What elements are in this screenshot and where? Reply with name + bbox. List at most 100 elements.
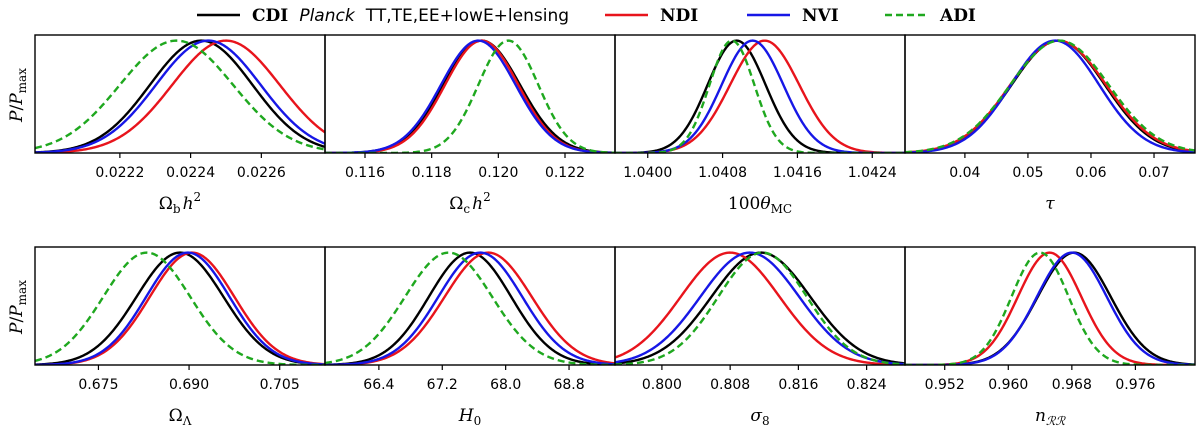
curve-nvi bbox=[325, 39, 615, 153]
curves bbox=[615, 39, 905, 153]
curve-adi bbox=[325, 39, 615, 153]
panel-frame bbox=[904, 246, 1196, 366]
panel-frame bbox=[324, 34, 616, 154]
x-axis-label: τ bbox=[1045, 194, 1055, 214]
x-tick-label: 1.0408 bbox=[698, 165, 747, 181]
curves bbox=[35, 251, 325, 365]
panel-theta_MC: 1.0400 1.0408 1.0416 1.0424 100θMC bbox=[614, 34, 906, 216]
x-axis-label: Ωb h2 bbox=[159, 190, 201, 216]
x-tick-label: 0.808 bbox=[710, 377, 750, 393]
curve-cdi bbox=[905, 251, 1195, 365]
curve-adi bbox=[615, 39, 905, 153]
curve-adi bbox=[325, 251, 615, 365]
panel-H0: 66.4 67.2 68.0 68.8 H0 bbox=[324, 246, 616, 428]
panel-sigma8: 0.800 0.808 0.816 0.824 σ8 bbox=[614, 246, 906, 428]
curve-ndi bbox=[35, 251, 325, 365]
curve-nvi bbox=[325, 251, 615, 365]
x-tick-label: 0.06 bbox=[1075, 165, 1106, 181]
x-tick-label: 0.960 bbox=[988, 377, 1028, 393]
panel-frame bbox=[34, 246, 326, 366]
curves bbox=[35, 39, 325, 153]
curve-ndi bbox=[615, 251, 905, 365]
panels: 0.0222 0.0224 0.0226 Ωb h2 0.116 0.118 0.120 0.1… bbox=[34, 34, 1196, 428]
curve-nvi bbox=[35, 251, 325, 365]
y-axis-label-bottom: P/Pmax bbox=[7, 280, 29, 335]
x-axis-label: nℛℛ bbox=[1035, 406, 1067, 428]
x-axis-label: H0 bbox=[458, 406, 481, 428]
panel-frame bbox=[614, 246, 906, 366]
x-tick-label: 1.0400 bbox=[623, 165, 672, 181]
legend: CDI Planck TT,TE,EE+lowE+lensing NDI NVI… bbox=[197, 6, 976, 26]
curve-nvi bbox=[615, 39, 905, 153]
x-axis-label: ΩΛ bbox=[169, 406, 192, 428]
x-tick-label: 0.800 bbox=[642, 377, 682, 393]
panel-frame bbox=[904, 34, 1196, 154]
curves bbox=[325, 39, 615, 153]
legend-entry-cdi: CDI Planck TT,TE,EE+lowE+lensing bbox=[197, 6, 569, 26]
x-tick-label: 0.705 bbox=[260, 377, 300, 393]
y-axis-label-text: P/Pmax bbox=[7, 68, 29, 123]
x-tick-label: 0.675 bbox=[78, 377, 118, 393]
panel-frame bbox=[34, 34, 326, 154]
legend-label-nvi: NVI bbox=[802, 6, 839, 26]
curve-adi bbox=[905, 39, 1195, 153]
curve-ndi bbox=[325, 39, 615, 153]
x-tick-label: 1.0416 bbox=[773, 165, 822, 181]
x-tick-label: 0.116 bbox=[345, 165, 385, 181]
panel-n_RR: 0.952 0.960 0.968 0.976 nℛℛ bbox=[904, 246, 1196, 428]
curve-cdi bbox=[35, 39, 325, 153]
curve-cdi bbox=[325, 251, 615, 365]
panel-frame bbox=[614, 34, 906, 154]
x-tick-label: 0.690 bbox=[169, 377, 209, 393]
curve-ndi bbox=[615, 39, 905, 153]
legend-name-cdi: CDI bbox=[252, 6, 288, 26]
x-tick-label: 67.2 bbox=[427, 377, 458, 393]
x-tick-label: 0.952 bbox=[925, 377, 965, 393]
legend-entry-nvi: NVI bbox=[747, 6, 839, 26]
x-tick-label: 0.04 bbox=[949, 165, 980, 181]
x-axis-label: 100θMC bbox=[728, 194, 792, 216]
x-tick-label: 0.07 bbox=[1138, 165, 1169, 181]
curve-ndi bbox=[905, 251, 1195, 365]
legend-entry-ndi: NDI bbox=[605, 6, 698, 26]
x-tick-label: 68.8 bbox=[553, 377, 584, 393]
curve-adi bbox=[905, 251, 1195, 365]
legend-label-cdi: CDI Planck TT,TE,EE+lowE+lensing bbox=[252, 6, 569, 26]
curve-cdi bbox=[615, 251, 905, 365]
x-tick-label: 0.118 bbox=[412, 165, 452, 181]
x-tick-label: 0.120 bbox=[478, 165, 518, 181]
legend-label-ndi: NDI bbox=[660, 6, 698, 26]
y-axis-label-text: P/Pmax bbox=[7, 280, 29, 335]
legend-name-planck: Planck bbox=[299, 6, 356, 26]
panel-omega_lambda: 0.675 0.690 0.705 ΩΛ bbox=[34, 246, 326, 428]
x-tick-label: 0.05 bbox=[1012, 165, 1043, 181]
x-tick-label: 66.4 bbox=[363, 377, 394, 393]
x-tick-label: 0.0224 bbox=[166, 165, 215, 181]
curve-ndi bbox=[325, 251, 615, 365]
curves bbox=[615, 251, 905, 365]
x-tick-label: 0.0226 bbox=[237, 165, 286, 181]
curve-adi bbox=[615, 251, 905, 365]
curve-cdi bbox=[325, 39, 615, 153]
curves bbox=[905, 39, 1195, 153]
x-tick-label: 68.0 bbox=[490, 377, 521, 393]
legend-entry-adi: ADI bbox=[885, 6, 976, 26]
x-tick-label: 0.0222 bbox=[95, 165, 144, 181]
curve-nvi bbox=[905, 251, 1195, 365]
x-tick-label: 0.824 bbox=[847, 377, 887, 393]
panel-omega_c_h2: 0.116 0.118 0.120 0.122 Ωc h2 bbox=[324, 34, 616, 216]
x-tick-label: 0.122 bbox=[545, 165, 585, 181]
curve-cdi bbox=[615, 39, 905, 153]
y-axis-label-top: P/Pmax bbox=[7, 68, 29, 123]
x-tick-label: 0.976 bbox=[1115, 377, 1155, 393]
panel-omega_b_h2: 0.0222 0.0224 0.0226 Ωb h2 bbox=[34, 34, 326, 216]
x-axis-label: σ8 bbox=[750, 406, 769, 428]
curve-ndi bbox=[35, 39, 325, 153]
x-tick-label: 0.816 bbox=[778, 377, 818, 393]
curves bbox=[325, 251, 615, 365]
curve-adi bbox=[35, 251, 325, 365]
panel-tau: 0.04 0.05 0.06 0.07 τ bbox=[904, 34, 1196, 214]
curves bbox=[905, 251, 1195, 365]
curve-ndi bbox=[905, 39, 1195, 153]
